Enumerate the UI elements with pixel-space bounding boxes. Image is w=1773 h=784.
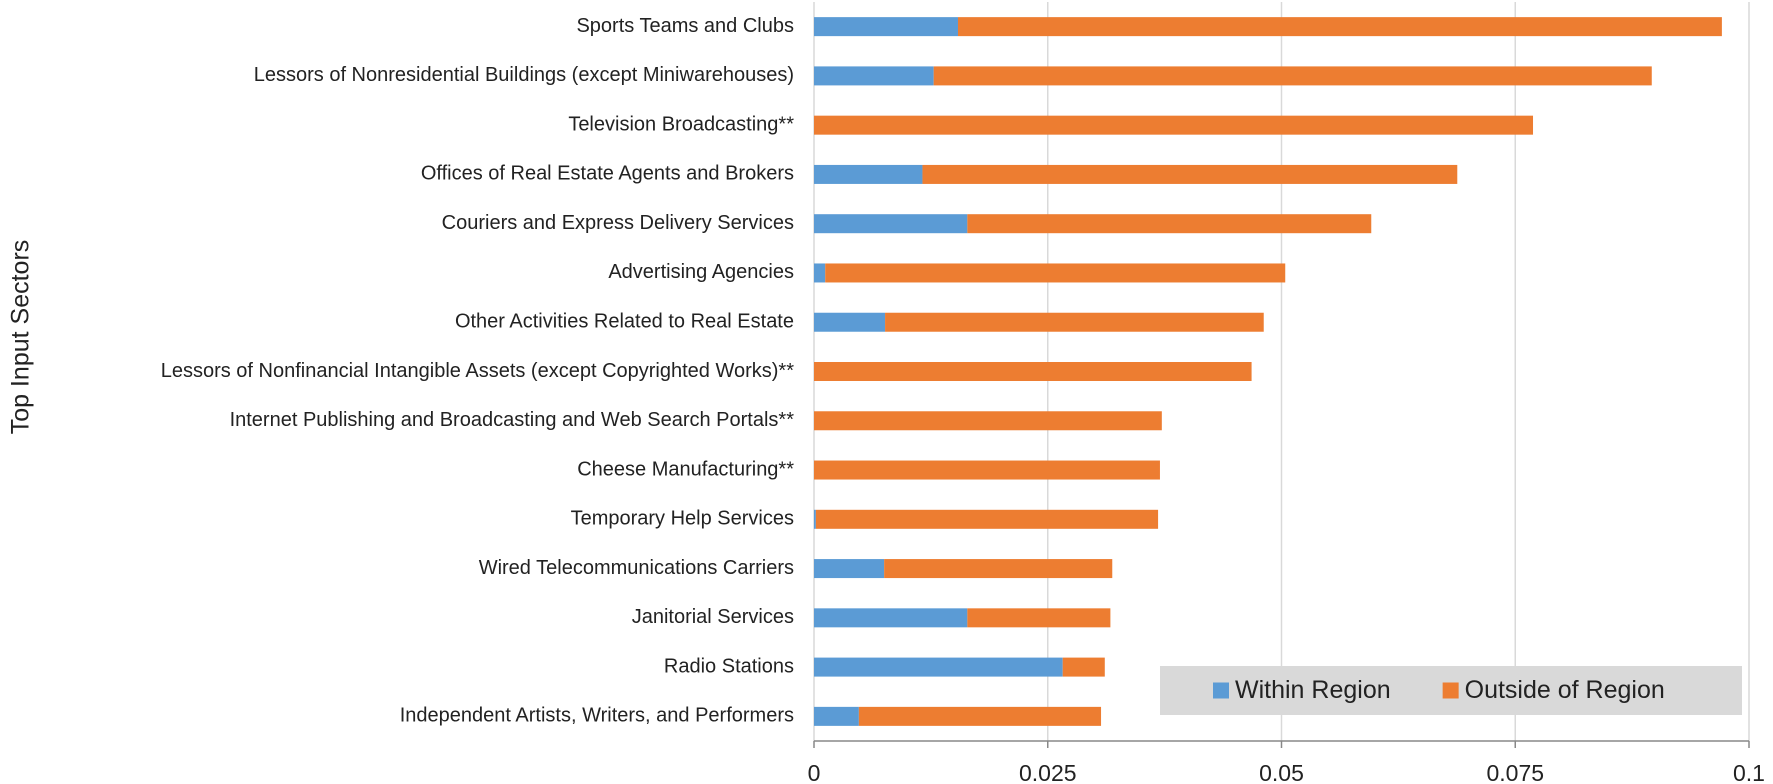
bar-segment — [814, 411, 1162, 431]
bar-segment — [814, 66, 934, 86]
bar-segment — [967, 214, 1372, 234]
bar-segment — [1062, 657, 1105, 677]
y-tick-label: Internet Publishing and Broadcasting and… — [230, 409, 795, 431]
bar-segment — [885, 312, 1264, 332]
bar-segment — [933, 66, 1652, 86]
bar-segment — [858, 706, 1102, 726]
y-tick-label: Independent Artists, Writers, and Perfor… — [400, 705, 794, 727]
y-tick-label: Advertising Agencies — [608, 261, 794, 283]
bar-segment — [814, 17, 958, 37]
y-tick-label: Lessors of Nonresidential Buildings (exc… — [254, 64, 794, 86]
legend-label: Within Region — [1235, 676, 1391, 704]
bar-segment — [814, 608, 968, 628]
y-tick-label: Other Activities Related to Real Estate — [455, 311, 794, 333]
bar-segment — [814, 115, 1534, 135]
bar-segment — [814, 362, 1252, 381]
bar-segment — [814, 312, 886, 332]
bar-segment — [814, 509, 816, 529]
bar-segment — [814, 263, 826, 283]
x-tick-label: 0.025 — [1019, 760, 1077, 784]
bar-segment — [967, 608, 1111, 628]
y-tick-label: Janitorial Services — [632, 606, 794, 628]
bar-segment — [814, 657, 1063, 677]
y-axis-title: Top Input Sectors — [7, 240, 35, 435]
x-tick-label: 0 — [808, 760, 821, 784]
y-tick-label: Television Broadcasting** — [568, 113, 794, 135]
bar-segment — [814, 460, 1160, 480]
bar-segment — [814, 164, 923, 184]
y-tick-label: Cheese Manufacturing** — [577, 458, 794, 480]
y-tick-label: Wired Telecommunications Carriers — [479, 557, 794, 579]
y-tick-label: Couriers and Express Delivery Services — [442, 212, 794, 234]
y-tick-label: Sports Teams and Clubs — [576, 15, 794, 37]
y-tick-label: Lessors of Nonfinancial Intangible Asset… — [161, 360, 794, 382]
legend-swatch — [1213, 682, 1229, 699]
bar-segment — [814, 214, 968, 234]
bar-segment — [814, 559, 885, 579]
bar-segment — [825, 263, 1286, 283]
bar-segment — [814, 706, 859, 726]
legend-swatch — [1442, 682, 1459, 699]
legend-label: Outside of Region — [1465, 676, 1665, 704]
bar-segment — [922, 164, 1458, 184]
y-tick-label: Offices of Real Estate Agents and Broker… — [421, 163, 794, 185]
x-tick-label: 0.05 — [1259, 760, 1304, 784]
y-tick-label: Radio Stations — [664, 655, 794, 677]
bar-segment — [884, 559, 1113, 579]
x-tick-label: 0.075 — [1486, 760, 1544, 784]
bar-segment — [815, 509, 1159, 529]
y-tick-label: Temporary Help Services — [571, 508, 794, 530]
bar-segment — [957, 17, 1722, 37]
x-tick-label: 0.1 — [1733, 760, 1765, 784]
